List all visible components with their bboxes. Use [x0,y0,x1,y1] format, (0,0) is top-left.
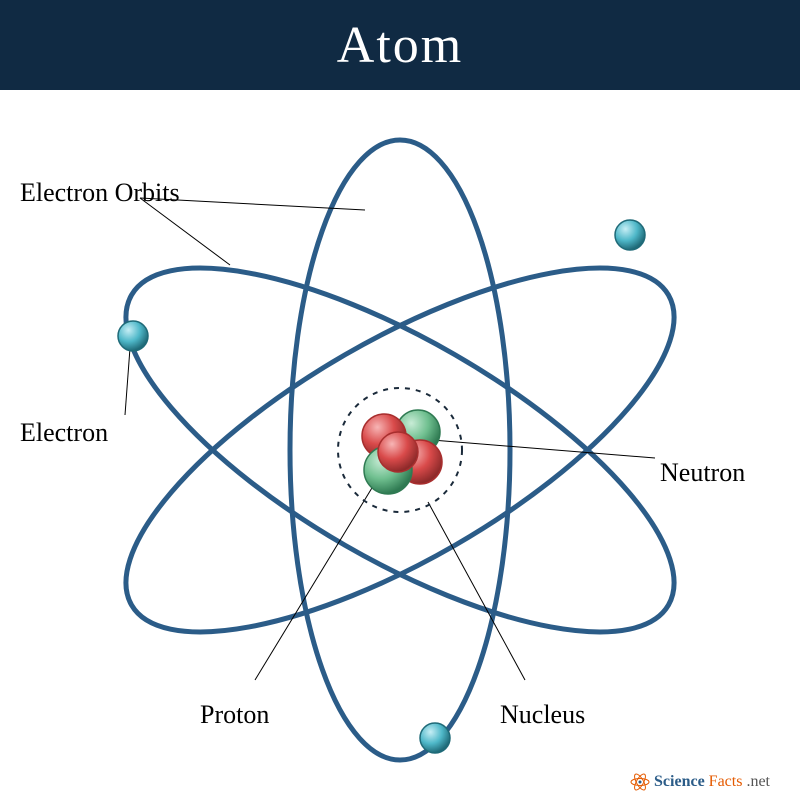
electron-sphere [118,321,148,351]
atom-icon [630,772,650,792]
watermark-secondary: Facts [709,773,743,791]
header-bar: Atom [0,0,800,90]
electron-sphere [615,220,645,250]
label-neutron: Neutron [660,458,745,488]
watermark-tld: .net [746,773,770,791]
leader-line [140,198,230,265]
label-electron-orbits: Electron Orbits [20,178,180,208]
watermark-primary: Science [654,773,705,791]
label-nucleus: Nucleus [500,700,585,730]
leader-line [432,440,655,458]
watermark: ScienceFacts.net [630,772,770,792]
proton-sphere [378,432,418,472]
leader-line [125,348,130,415]
label-proton: Proton [200,700,269,730]
label-electron: Electron [20,418,108,448]
page-title: Atom [337,16,463,75]
atom-diagram: ScienceFacts.net Electron Orbits Electron… [0,90,800,800]
electron-sphere [420,723,450,753]
